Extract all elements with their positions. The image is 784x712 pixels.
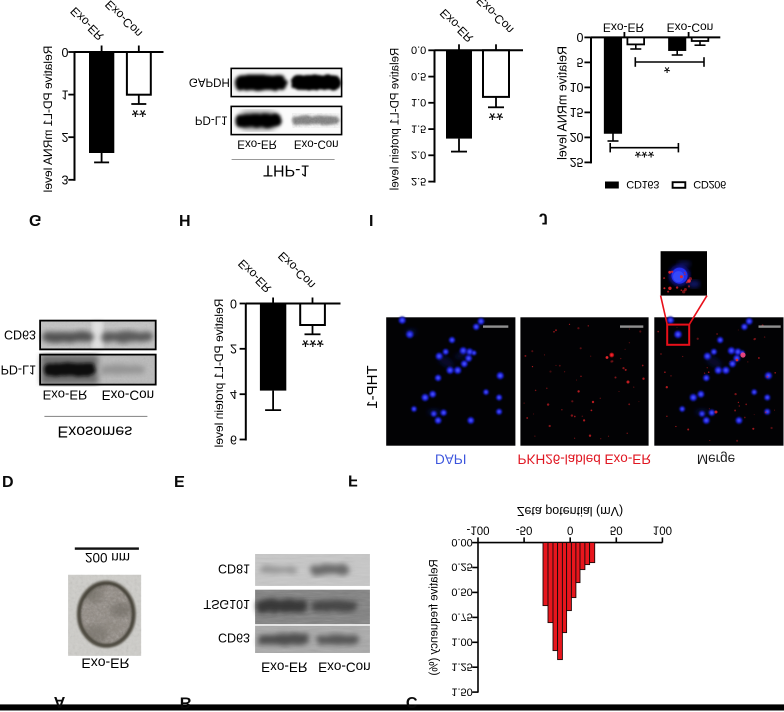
svg-text:0.50: 0.50 (451, 586, 472, 598)
svg-text:Exo-ER: Exo-ER (261, 660, 308, 675)
svg-text:Exo-ER: Exo-ER (43, 388, 88, 403)
svg-text:0: 0 (567, 524, 573, 536)
svg-text:Relative mRNA level: Relative mRNA level (556, 46, 570, 160)
svg-text:DAPI: DAPI (435, 452, 467, 467)
svg-text:5: 5 (577, 55, 584, 69)
svg-text:TSG101: TSG101 (203, 597, 250, 611)
svg-text:Exosomes: Exosomes (58, 423, 133, 440)
svg-text:Exo-ER: Exo-ER (81, 656, 129, 672)
svg-text:H: H (179, 211, 191, 228)
svg-text:0: 0 (577, 30, 584, 44)
svg-text:Exo-Con: Exo-Con (667, 21, 714, 35)
svg-text:**: ** (132, 99, 147, 120)
svg-text:-100: -100 (466, 524, 489, 536)
svg-text:1: 1 (62, 87, 69, 101)
svg-text:0.0: 0.0 (411, 44, 426, 56)
svg-text:4: 4 (230, 387, 237, 401)
svg-text:Relative PD-L1 protein level: Relative PD-L1 protein level (390, 48, 402, 191)
svg-text:D: D (2, 472, 14, 489)
svg-text:A: A (54, 693, 66, 710)
svg-text:0: 0 (62, 45, 69, 59)
svg-text:Exo-Con: Exo-Con (294, 138, 339, 150)
svg-text:CD206: CD206 (693, 178, 726, 190)
svg-text:Exo-ER: Exo-ER (603, 21, 645, 35)
svg-text:CD81: CD81 (218, 561, 250, 575)
svg-text:-50: -50 (516, 524, 533, 536)
svg-text:***: *** (635, 142, 655, 161)
svg-text:Exo-ER: Exo-ER (237, 138, 277, 150)
svg-text:CD63: CD63 (218, 631, 250, 645)
svg-text:1.50: 1.50 (451, 685, 472, 697)
svg-text:1.0: 1.0 (411, 96, 426, 108)
svg-text:100: 100 (653, 524, 672, 536)
svg-text:**: ** (489, 102, 504, 123)
svg-text:0.5: 0.5 (411, 70, 426, 82)
svg-text:200 nm: 200 nm (85, 550, 130, 565)
svg-text:Relative frequency (%): Relative frequency (%) (429, 559, 441, 675)
svg-text:0.75: 0.75 (451, 611, 472, 623)
svg-text:PKH26-labled Exo-ER: PKH26-labled Exo-ER (518, 452, 652, 467)
svg-text:THP-1: THP-1 (364, 365, 381, 408)
svg-text:20: 20 (570, 130, 584, 144)
svg-text:2.5: 2.5 (411, 175, 426, 187)
svg-text:Exo-ER: Exo-ER (437, 6, 476, 45)
svg-text:C: C (406, 693, 418, 710)
svg-text:2: 2 (230, 342, 237, 356)
svg-text:3: 3 (62, 173, 69, 187)
svg-text:B: B (180, 694, 192, 711)
svg-text:6: 6 (230, 432, 237, 446)
svg-text:CD63: CD63 (4, 328, 36, 342)
svg-text:1.5: 1.5 (411, 122, 426, 134)
svg-text:Exo-ER: Exo-ER (235, 256, 274, 295)
svg-text:E: E (174, 472, 185, 489)
svg-text:2: 2 (62, 130, 69, 144)
svg-text:Relative PD-L1 protein level: Relative PD-L1 protein level (212, 299, 226, 448)
svg-text:Exo-Con: Exo-Con (102, 0, 145, 40)
svg-text:15: 15 (570, 105, 584, 119)
svg-text:CD163: CD163 (626, 178, 659, 190)
svg-text:Zeta potential (mV): Zeta potential (mV) (517, 504, 623, 518)
svg-text:10: 10 (570, 80, 584, 94)
svg-text:Exo-Con: Exo-Con (474, 0, 517, 37)
svg-text:Exo-Con: Exo-Con (318, 660, 371, 675)
svg-text:*: * (664, 58, 671, 77)
svg-text:Relative PD-L1 mRNA level: Relative PD-L1 mRNA level (41, 46, 55, 193)
svg-text:0: 0 (230, 296, 237, 310)
svg-text:0.00: 0.00 (451, 536, 472, 548)
svg-text:Exo-Con: Exo-Con (102, 388, 155, 403)
svg-text:0.25: 0.25 (451, 561, 472, 573)
svg-text:***: *** (302, 329, 325, 350)
svg-text:50: 50 (610, 524, 623, 536)
svg-text:THP-1: THP-1 (263, 162, 309, 179)
svg-text:I: I (369, 211, 373, 228)
svg-text:PD-L1: PD-L1 (195, 114, 228, 126)
svg-text:GAPDH: GAPDH (189, 76, 230, 88)
svg-text:F: F (348, 472, 358, 489)
svg-text:2.0: 2.0 (411, 149, 426, 161)
svg-text:Merge: Merge (697, 452, 735, 467)
svg-text:G: G (29, 211, 41, 228)
svg-text:Exo-ER: Exo-ER (67, 4, 106, 43)
svg-text:25: 25 (570, 155, 584, 169)
svg-text:1.25: 1.25 (451, 660, 472, 672)
svg-text:PD-L1: PD-L1 (1, 363, 36, 377)
svg-text:1.00: 1.00 (451, 636, 472, 648)
svg-text:Exo-Con: Exo-Con (275, 249, 318, 292)
svg-text:J: J (539, 210, 548, 227)
